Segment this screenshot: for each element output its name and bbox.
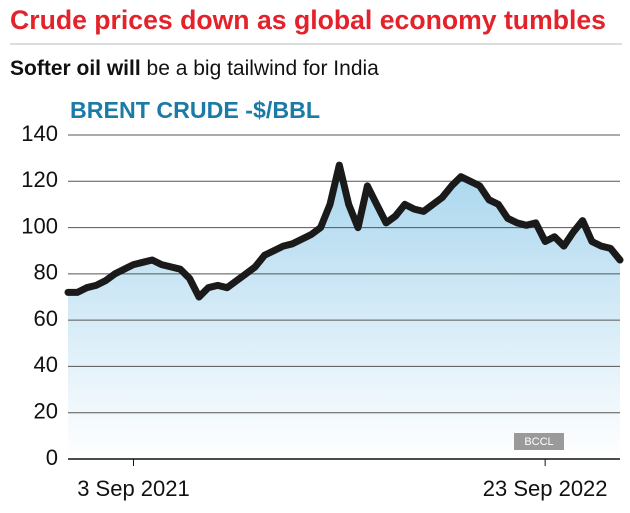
- y-tick-label: 60: [34, 306, 58, 331]
- subtitle: Softer oil will be a big tailwind for In…: [10, 57, 379, 80]
- y-tick-label: 0: [46, 445, 58, 470]
- plot-area: 0 20 40 60 80 100 120 140 3 Sep 2021 23 Sep 2022: [21, 121, 624, 501]
- chart-title: Crude prices down as global economy tumb…: [10, 5, 606, 35]
- y-tick-label: 120: [21, 167, 58, 192]
- y-tick-label: 20: [34, 399, 58, 424]
- y-tick-label: 140: [21, 121, 58, 146]
- y-tick-label: 80: [34, 260, 58, 285]
- subtitle-bold: Softer oil will: [10, 57, 141, 80]
- line: [64, 161, 624, 301]
- y-tick-label: 100: [21, 213, 58, 238]
- area: [68, 165, 620, 459]
- y-tick-label: 40: [34, 352, 58, 377]
- watermark: BCCL: [524, 436, 553, 448]
- y-axis-label: BRENT CRUDE -$/BBL: [70, 97, 320, 123]
- x-tick-label: 3 Sep 2021: [77, 476, 190, 501]
- subtitle-rest: be a big tailwind for India: [147, 57, 380, 80]
- watermark-box: [514, 433, 564, 450]
- x-tick-label: 23 Sep 2022: [483, 476, 608, 501]
